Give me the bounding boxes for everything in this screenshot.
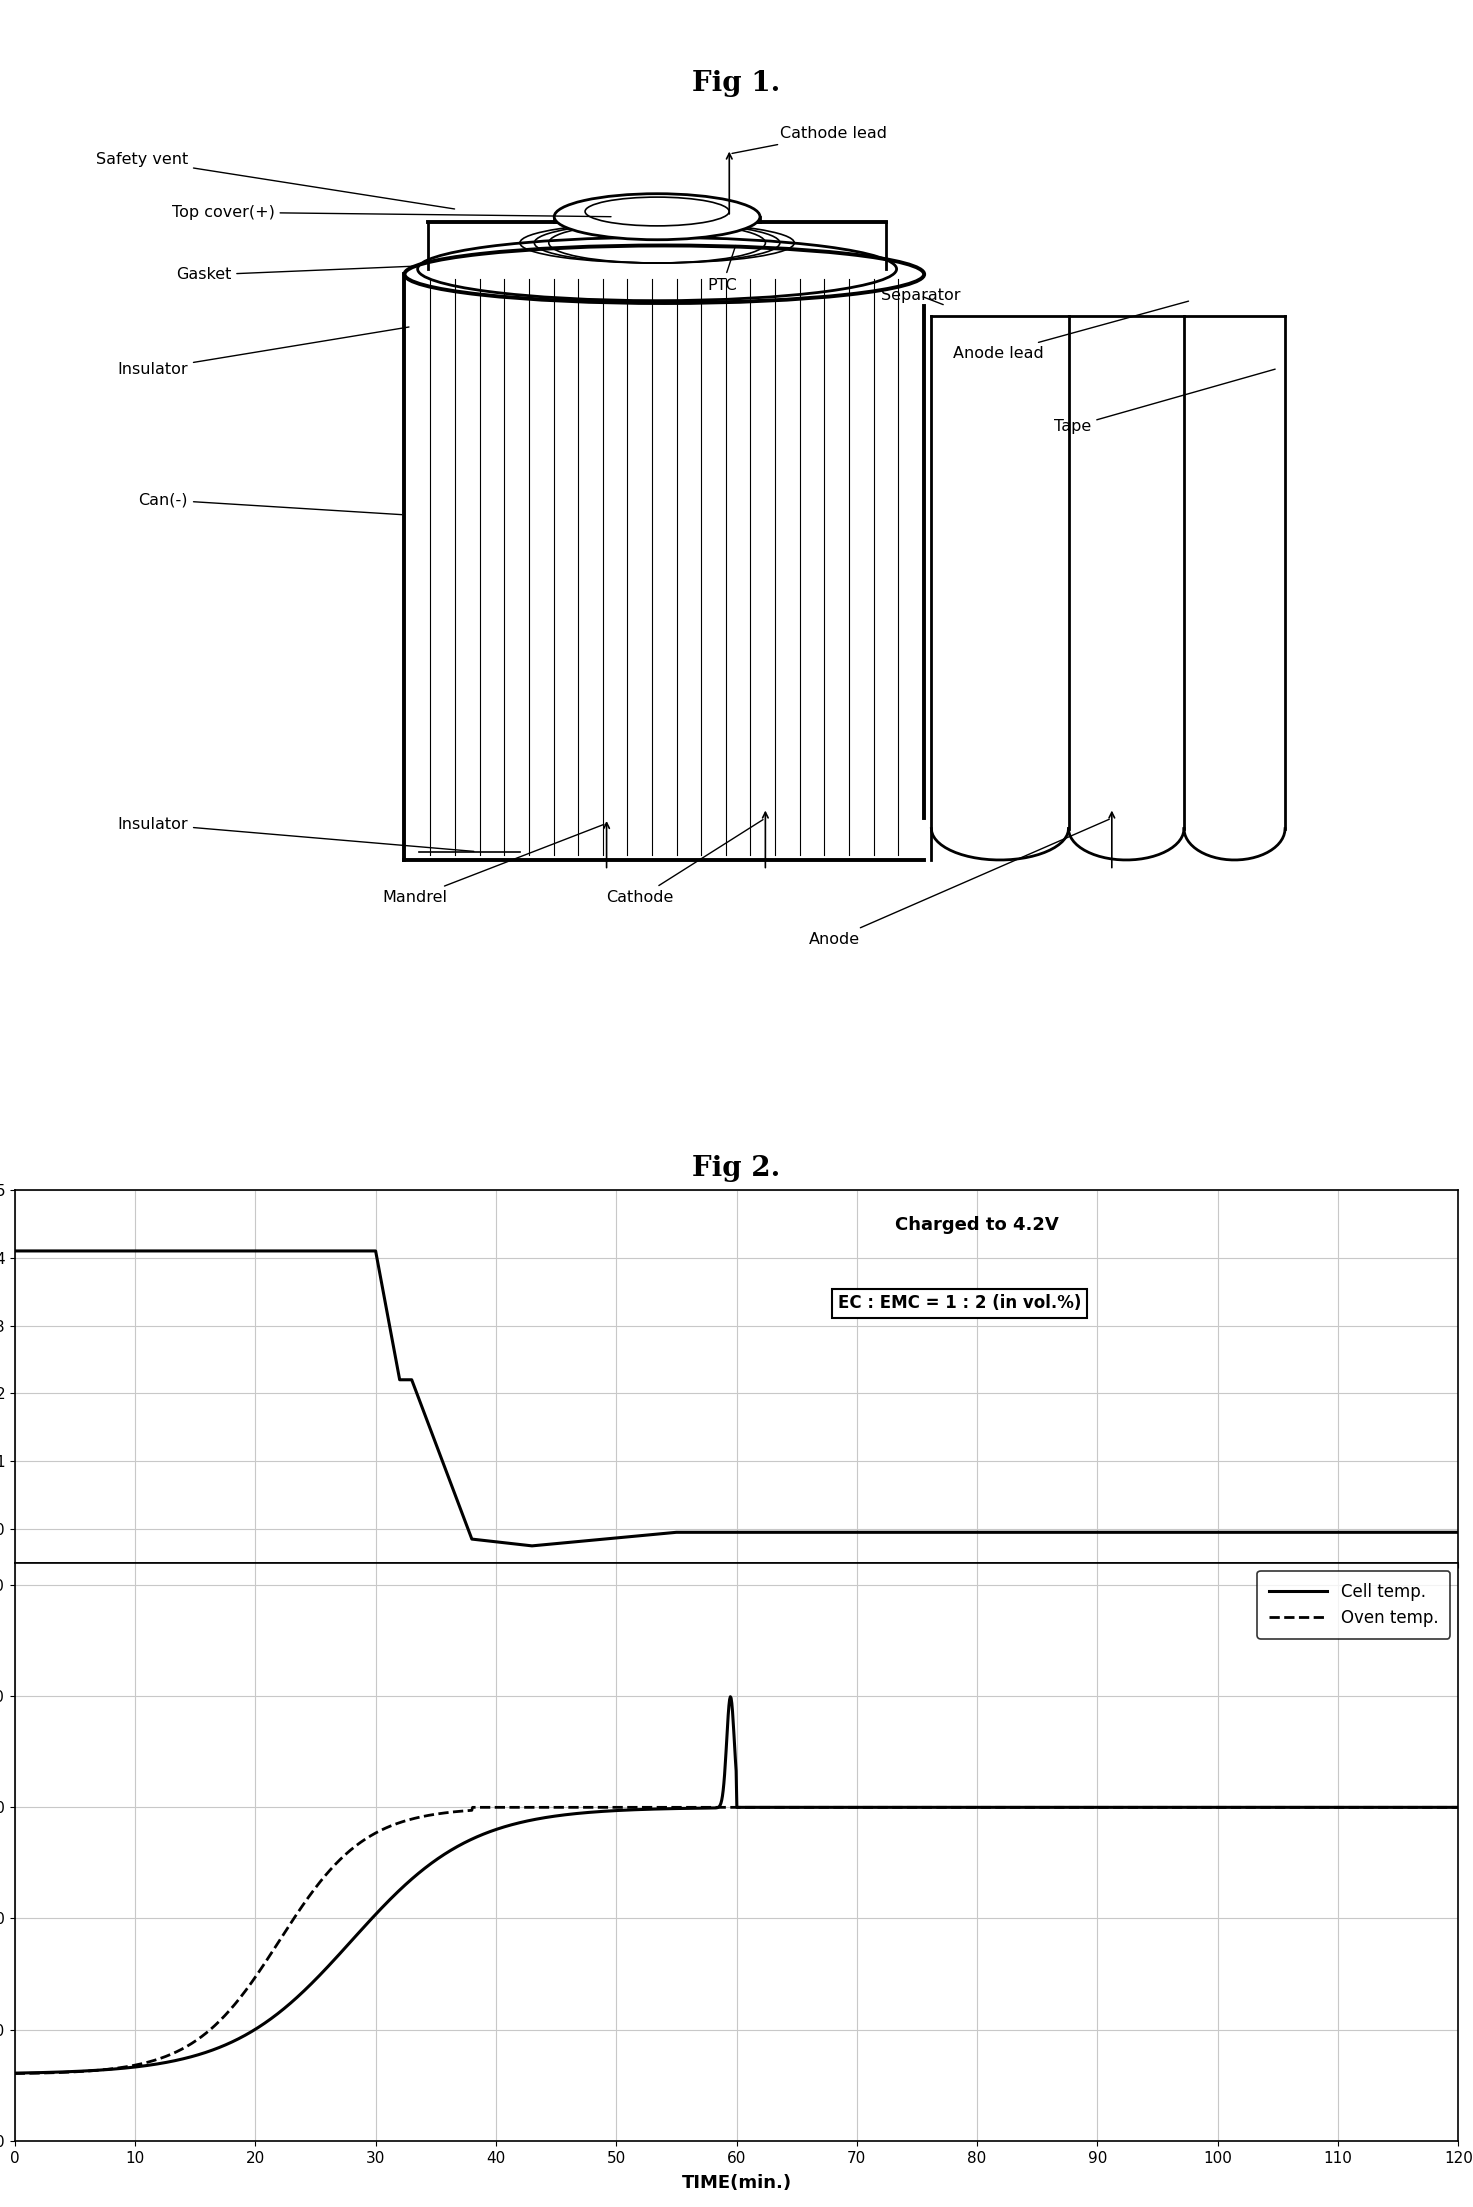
- Text: Cathode lead: Cathode lead: [732, 126, 887, 154]
- Oven temp.: [1143, 1794, 1161, 1821]
- Text: Charged to 4.2V: Charged to 4.2V: [896, 1216, 1059, 1234]
- Oven temp.: [1408, 1794, 1426, 1821]
- Legend: Cell temp., Oven temp.: Cell temp., Oven temp.: [1258, 1571, 1449, 1640]
- Line: Cell temp.: Cell temp.: [15, 1697, 1458, 2072]
- Cell temp.: [670, 1794, 688, 1821]
- Text: Safety vent: Safety vent: [96, 152, 455, 210]
- Text: Separator: Separator: [881, 289, 960, 305]
- Oven temp.: [464, 1794, 482, 1821]
- Line: Oven temp.: Oven temp.: [15, 1808, 1458, 2075]
- Cell temp.: [1449, 1794, 1467, 1821]
- Oven temp.: [709, 1794, 726, 1821]
- Oven temp.: [80, 2057, 97, 2083]
- Text: Tape: Tape: [1055, 369, 1276, 435]
- Text: Anode lead: Anode lead: [953, 300, 1189, 362]
- Text: EC : EMC = 1 : 2 (in vol.%): EC : EMC = 1 : 2 (in vol.%): [838, 1293, 1081, 1313]
- Ellipse shape: [554, 194, 760, 241]
- Cell temp.: [80, 2057, 97, 2083]
- Oven temp.: [1449, 1794, 1467, 1821]
- X-axis label: TIME(min.): TIME(min.): [682, 2174, 791, 2192]
- Text: Cathode: Cathode: [607, 819, 763, 905]
- Title: Fig 2.: Fig 2.: [692, 1154, 781, 1183]
- Text: Insulator: Insulator: [118, 327, 409, 377]
- Text: Gasket: Gasket: [175, 267, 418, 282]
- Text: Insulator: Insulator: [118, 817, 474, 852]
- Cell temp.: [6, 2059, 24, 2086]
- Oven temp.: [6, 2061, 24, 2088]
- Text: Fig 1.: Fig 1.: [692, 71, 781, 97]
- Cell temp.: [1408, 1794, 1426, 1821]
- Text: Can(-): Can(-): [138, 492, 402, 514]
- Cell temp.: [722, 1684, 739, 1710]
- Cell temp.: [709, 1794, 726, 1821]
- Cell temp.: [1408, 1794, 1426, 1821]
- Text: Anode: Anode: [809, 819, 1109, 947]
- Text: Mandrel: Mandrel: [383, 825, 604, 905]
- Oven temp.: [1408, 1794, 1426, 1821]
- Cell temp.: [1143, 1794, 1161, 1821]
- Text: PTC: PTC: [707, 245, 738, 294]
- Text: Top cover(+): Top cover(+): [172, 205, 611, 221]
- Oven temp.: [670, 1794, 688, 1821]
